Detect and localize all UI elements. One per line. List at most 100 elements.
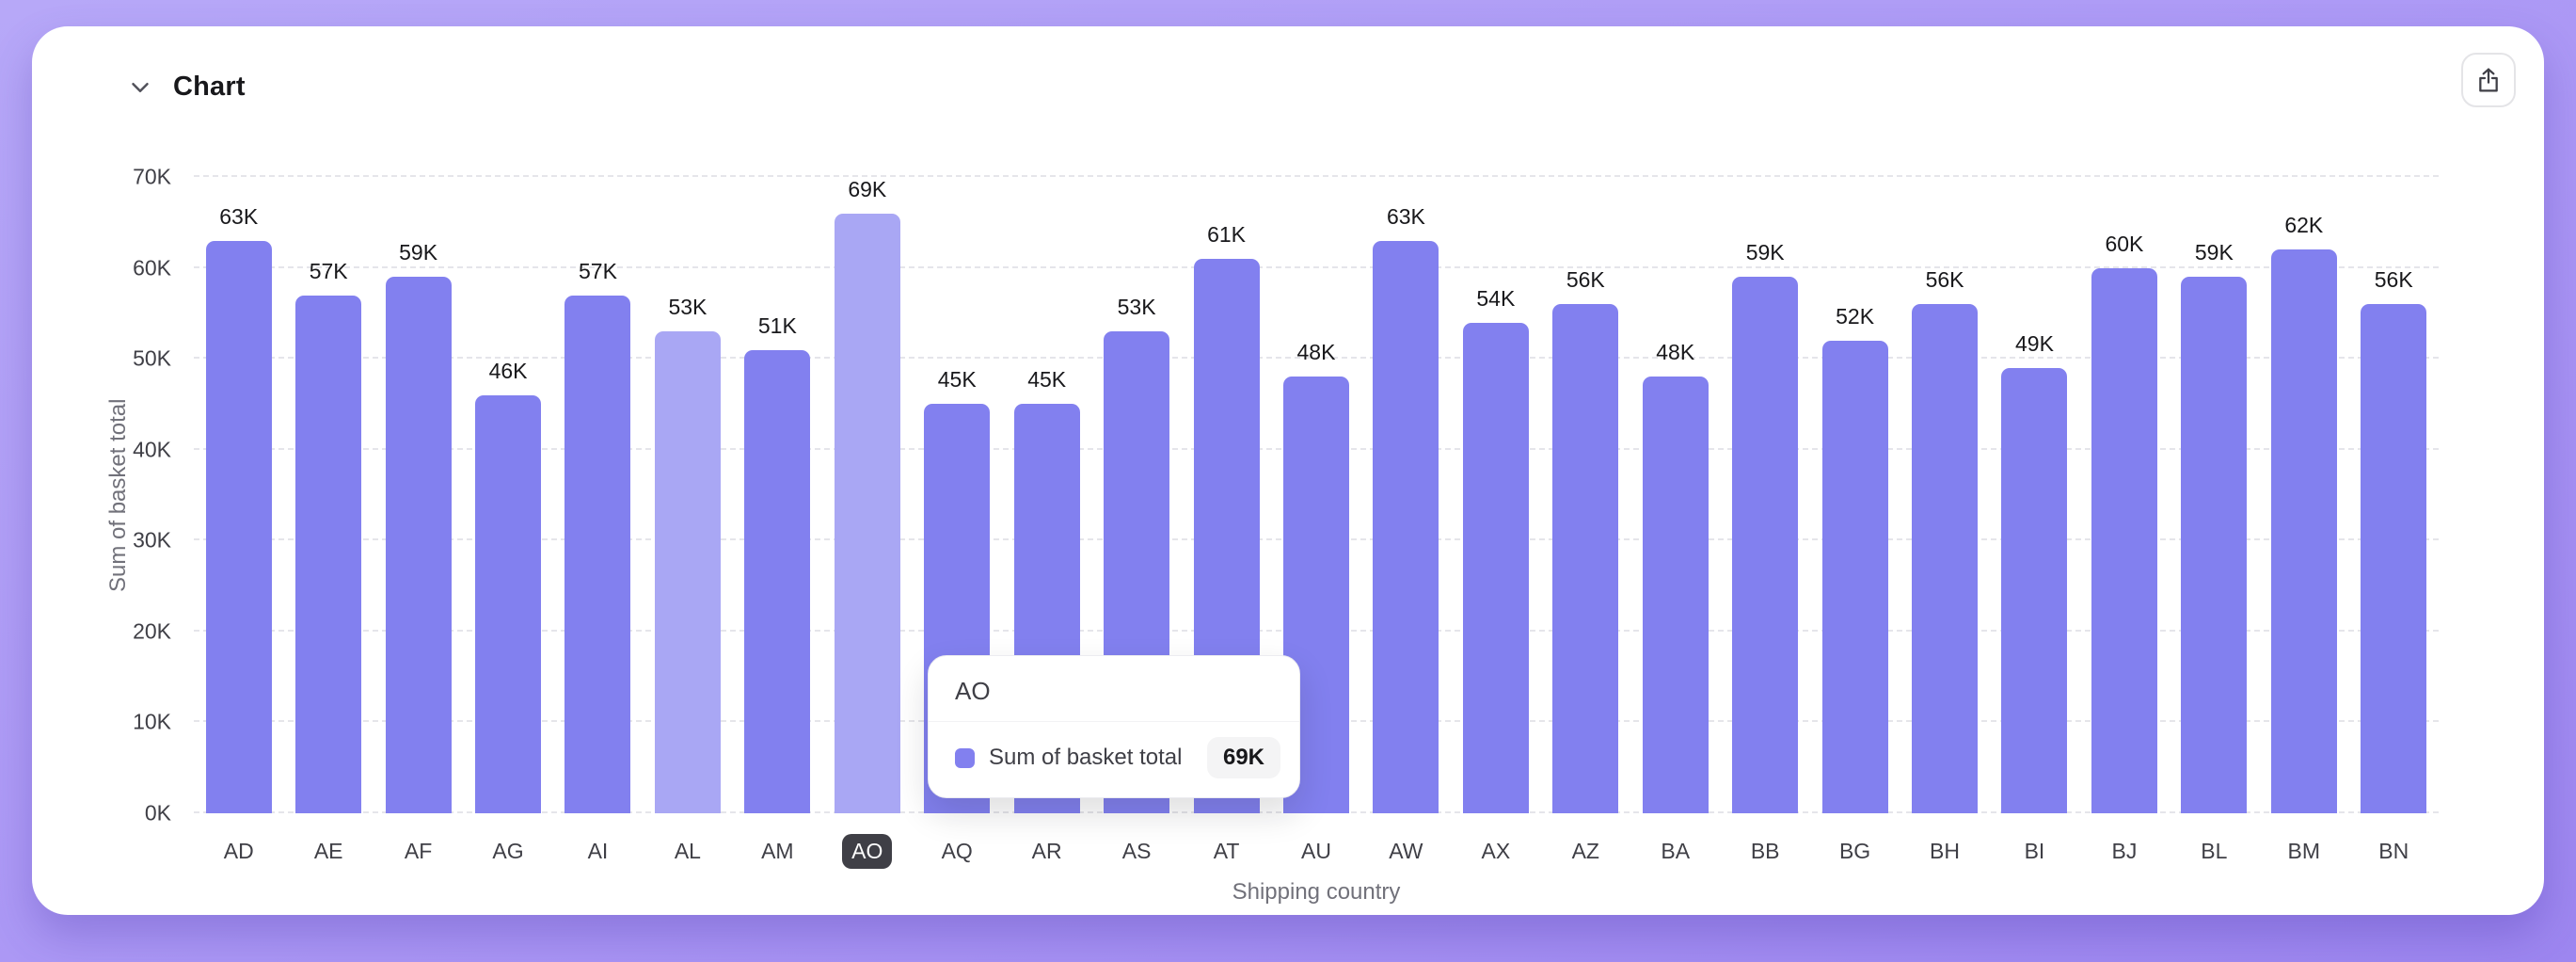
y-tick-label: 50K	[133, 345, 171, 371]
bar-AW[interactable]	[1373, 240, 1439, 813]
bar-AX[interactable]	[1462, 322, 1529, 813]
x-tick-label-BN: BN	[2378, 838, 2409, 863]
bar-value-label: 59K	[399, 240, 438, 265]
bar-value-label: 54K	[1476, 285, 1516, 311]
x-tick-label-AD: AD	[223, 838, 254, 863]
bar-AO[interactable]	[834, 214, 900, 813]
x-tick: AW	[1361, 834, 1451, 869]
chevron-down-icon	[132, 82, 149, 92]
bar-slot: 63K	[1361, 177, 1451, 813]
bars-container: 63K 57K 59K 46K 57K 53K 51K 69K 45K 45K 53K 61K 48K 6…	[194, 177, 2439, 813]
x-tick-label-AM: AM	[761, 838, 794, 863]
x-tick-label-BM: BM	[2287, 838, 2321, 863]
x-axis-labels: AD AE AF AG AI AL AM AO AQ AR AS AT AU AW AX AZ BA BB BG BH…	[194, 828, 2439, 874]
bar-slot: 59K	[1720, 177, 1809, 813]
bar-AI[interactable]	[564, 295, 631, 813]
y-tick-label: 0K	[144, 800, 171, 826]
tooltip-series-row: Sum of basket total 69K	[929, 722, 1299, 797]
x-tick-label-BG: BG	[1838, 838, 1871, 863]
bar-AM[interactable]	[744, 349, 811, 813]
y-tick-label: 10K	[133, 709, 171, 734]
x-tick-label-BA: BA	[1661, 838, 1691, 863]
x-tick: AR	[1002, 834, 1091, 869]
y-tick-label: 70K	[133, 164, 171, 189]
x-tick-label-BH: BH	[1930, 838, 1960, 863]
x-tick: AM	[733, 834, 822, 869]
bar-BB[interactable]	[1732, 277, 1799, 813]
bar-slot: 63K	[194, 177, 283, 813]
card-header: Chart	[32, 26, 2544, 107]
x-tick-label-AU: AU	[1300, 838, 1331, 863]
bar-value-label: 48K	[1656, 340, 1695, 365]
tooltip-value-badge: 69K	[1206, 737, 1280, 778]
bar-slot: 56K	[2349, 177, 2439, 813]
gridline	[194, 265, 2439, 268]
x-tick: AL	[643, 834, 732, 869]
bar-AL[interactable]	[654, 331, 721, 813]
bar-value-label: 61K	[1207, 221, 1246, 247]
bar-value-label: 56K	[1925, 267, 1964, 293]
share-icon	[2479, 68, 2498, 92]
bar-AE[interactable]	[295, 295, 362, 813]
x-tick: AD	[194, 834, 283, 869]
gridline	[194, 357, 2439, 360]
bar-BH[interactable]	[1912, 304, 1979, 813]
x-tick: AS	[1091, 834, 1181, 869]
bar-BJ[interactable]	[2091, 267, 2157, 813]
y-axis-ticks: 0K 10K 20K 30K 40K 50K 60K 70K	[92, 165, 171, 826]
x-tick-label-AO: AO	[842, 833, 893, 869]
x-tick-label-AI: AI	[587, 838, 609, 863]
bar-AZ[interactable]	[1552, 304, 1619, 813]
x-tick: AI	[553, 834, 643, 869]
y-tick-label: 20K	[133, 618, 171, 644]
export-button[interactable]	[2461, 53, 2516, 107]
bar-value-label: 53K	[668, 295, 708, 320]
x-tick: BA	[1630, 834, 1720, 869]
bar-BA[interactable]	[1642, 377, 1709, 813]
bar-AD[interactable]	[205, 240, 272, 813]
chart-title: Chart	[173, 72, 246, 102]
bar-value-label: 63K	[219, 203, 259, 229]
bar-value-label: 57K	[309, 258, 348, 283]
bar-value-label: 63K	[1386, 203, 1425, 229]
bar-slot: 59K	[2170, 177, 2259, 813]
bar-value-label: 49K	[2015, 330, 2054, 356]
x-tick-label-AS: AS	[1121, 838, 1152, 863]
x-tick: AT	[1182, 834, 1271, 869]
bar-AG[interactable]	[475, 394, 542, 813]
x-tick-label-AW: AW	[1389, 838, 1423, 863]
x-tick: AQ	[913, 834, 1002, 869]
bar-BM[interactable]	[2270, 249, 2337, 813]
bar-value-label: 56K	[2374, 267, 2413, 293]
tooltip-title: AO	[929, 656, 1299, 722]
bar-slot: 62K	[2259, 177, 2348, 813]
bar-value-label: 46K	[488, 358, 528, 383]
x-tick: AE	[283, 834, 373, 869]
bar-slot: 57K	[553, 177, 643, 813]
x-tick: BM	[2259, 834, 2348, 869]
series-swatch-icon	[955, 747, 975, 768]
x-tick: AX	[1451, 834, 1540, 869]
y-tick-label: 40K	[133, 437, 171, 462]
bar-BL[interactable]	[2181, 277, 2248, 813]
x-tick-label-BL: BL	[2201, 838, 2228, 863]
x-tick-label-AF: AF	[404, 838, 433, 863]
bar-BG[interactable]	[1821, 340, 1888, 813]
x-tick-label-AZ: AZ	[1571, 838, 1599, 863]
bar-AF[interactable]	[385, 277, 452, 813]
x-tick-label-AG: AG	[492, 838, 524, 863]
bar-slot: 60K	[2079, 177, 2169, 813]
bar-BI[interactable]	[2001, 367, 2068, 813]
bar-value-label: 45K	[1027, 367, 1067, 393]
collapse-chevron-button[interactable]	[126, 73, 154, 102]
x-tick-label-AL: AL	[674, 838, 701, 863]
bar-slot: 51K	[733, 177, 822, 813]
x-tick: BN	[2349, 834, 2439, 869]
x-tick: AZ	[1541, 834, 1630, 869]
y-tick-label: 60K	[133, 255, 171, 281]
x-tick: BJ	[2079, 834, 2169, 869]
bar-BN[interactable]	[2361, 304, 2427, 813]
x-tick-label-BI: BI	[2024, 838, 2045, 863]
bar-slot: 69K	[822, 177, 912, 813]
